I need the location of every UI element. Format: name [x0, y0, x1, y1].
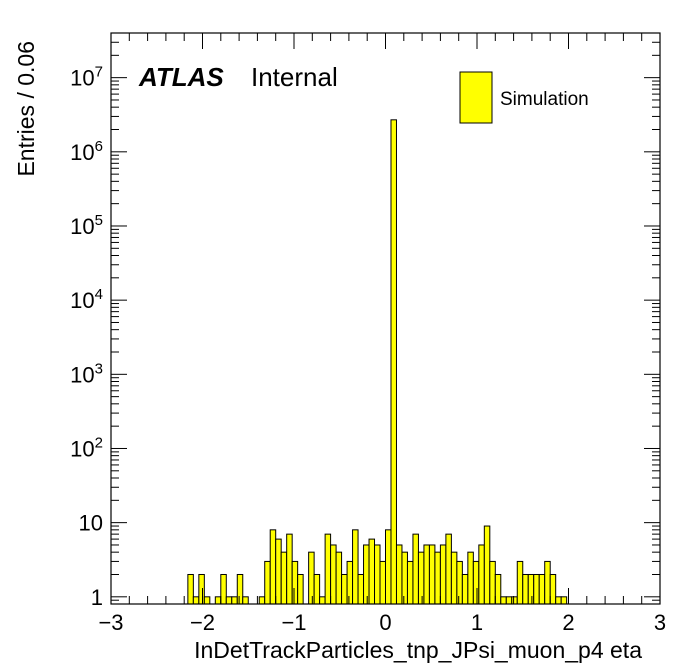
histogram-bin: [192, 596, 200, 605]
histogram-bin: [439, 544, 447, 605]
x-tick-label: −3: [98, 610, 123, 635]
x-tick-label: −2: [190, 610, 215, 635]
atlas-label: ATLAS Internal: [138, 62, 338, 92]
histogram-bin: [549, 573, 557, 605]
histogram-bin: [385, 529, 392, 605]
histogram-bin: [560, 596, 568, 605]
axis-ticks: [110, 32, 661, 605]
y-tick-labels: 1 10 102 103 104 105 106 107: [70, 64, 103, 610]
histogram-bin: [242, 596, 249, 605]
histogram-bin: [280, 551, 288, 605]
histogram-bin: [423, 544, 430, 605]
histogram-bin: [456, 560, 463, 605]
histogram-bin: [352, 529, 359, 605]
histogram-bin: [478, 544, 485, 605]
histogram-bars: [187, 119, 568, 605]
legend-label: Simulation: [500, 89, 589, 110]
histogram-bin: [445, 533, 452, 605]
histogram-bin: [225, 596, 233, 605]
histogram-bin: [434, 551, 441, 605]
histogram-bin: [544, 560, 551, 605]
x-axis-title: InDetTrackParticles_tnp_JPsi_muon_p4 eta: [194, 637, 642, 663]
legend-swatch: [459, 71, 493, 124]
histogram-bin: [374, 544, 381, 605]
histogram-bin: [346, 560, 354, 605]
histogram-bin: [236, 573, 244, 605]
histogram-bin: [489, 560, 496, 605]
histogram-bin: [198, 573, 205, 605]
histogram-bin: [412, 533, 419, 605]
histogram-bin: [341, 573, 348, 605]
histogram-bin: [286, 533, 293, 605]
histogram-bin: [516, 560, 524, 605]
histogram-bin: [220, 573, 227, 605]
histogram-bin: [538, 573, 546, 605]
histogram-bin: [390, 119, 397, 605]
histogram-bin: [450, 551, 458, 605]
histogram-bin: [417, 551, 425, 605]
histogram-bin: [505, 596, 513, 605]
histogram-bin: [500, 596, 507, 605]
y-tick-label: 107: [70, 64, 103, 91]
histogram-bin: [291, 560, 299, 605]
x-tick-label: 0: [379, 610, 391, 635]
histogram-bin: [324, 533, 332, 605]
histogram-bin: [297, 573, 304, 605]
histogram-bin: [214, 596, 222, 605]
x-tick-label: 1: [471, 610, 483, 635]
y-tick-label: 103: [70, 360, 103, 387]
histogram-bin: [555, 596, 562, 605]
histogram-bin: [527, 573, 535, 605]
y-tick-label: 105: [70, 212, 103, 239]
y-axis-title: Entries / 0.06: [13, 41, 39, 177]
x-tick-label: −1: [281, 610, 306, 635]
histogram-bin: [472, 560, 480, 605]
x-tick-label: 3: [654, 610, 666, 635]
histogram-bin: [275, 538, 282, 605]
y-tick-label: 104: [70, 286, 103, 313]
histogram-bin: [406, 560, 414, 605]
y-tick-label: 106: [70, 138, 103, 165]
histogram-bin: [357, 573, 365, 605]
histogram-bin: [483, 525, 491, 605]
histogram-bin: [264, 560, 271, 605]
histogram-bin: [533, 573, 540, 605]
experiment-label: ATLAS: [138, 62, 224, 92]
histogram-bin: [269, 529, 277, 605]
histogram-bin: [511, 596, 518, 605]
histogram-bin: [258, 596, 266, 605]
histogram-bin: [203, 596, 211, 605]
y-tick-label: 10: [79, 511, 103, 536]
histogram-bin: [368, 538, 376, 605]
histogram-bin: [187, 573, 194, 605]
plot-frame: [110, 32, 661, 605]
histogram-bin: [494, 573, 502, 605]
x-tick-labels: −3 −2 −1 0 1 2 3: [98, 610, 666, 635]
x-tick-label: 2: [562, 610, 574, 635]
histogram-bin: [522, 573, 529, 605]
status-label: Internal: [251, 62, 338, 92]
histogram-bin: [395, 544, 403, 605]
histogram-bin: [461, 573, 469, 605]
histogram-bin: [363, 544, 370, 605]
y-tick-label: 102: [70, 434, 103, 461]
histogram-bin: [428, 544, 436, 605]
histogram-bin: [379, 560, 387, 605]
legend: Simulation: [459, 71, 589, 124]
histogram-bin: [308, 551, 315, 605]
histogram-bin: [319, 596, 326, 605]
histogram-bin: [313, 573, 321, 605]
histogram-bin: [231, 596, 238, 605]
histogram-bin: [467, 551, 474, 605]
histogram-bin: [401, 551, 408, 605]
histogram-bin: [335, 551, 343, 605]
y-tick-label: 1: [91, 585, 103, 610]
histogram-bin: [330, 544, 337, 605]
